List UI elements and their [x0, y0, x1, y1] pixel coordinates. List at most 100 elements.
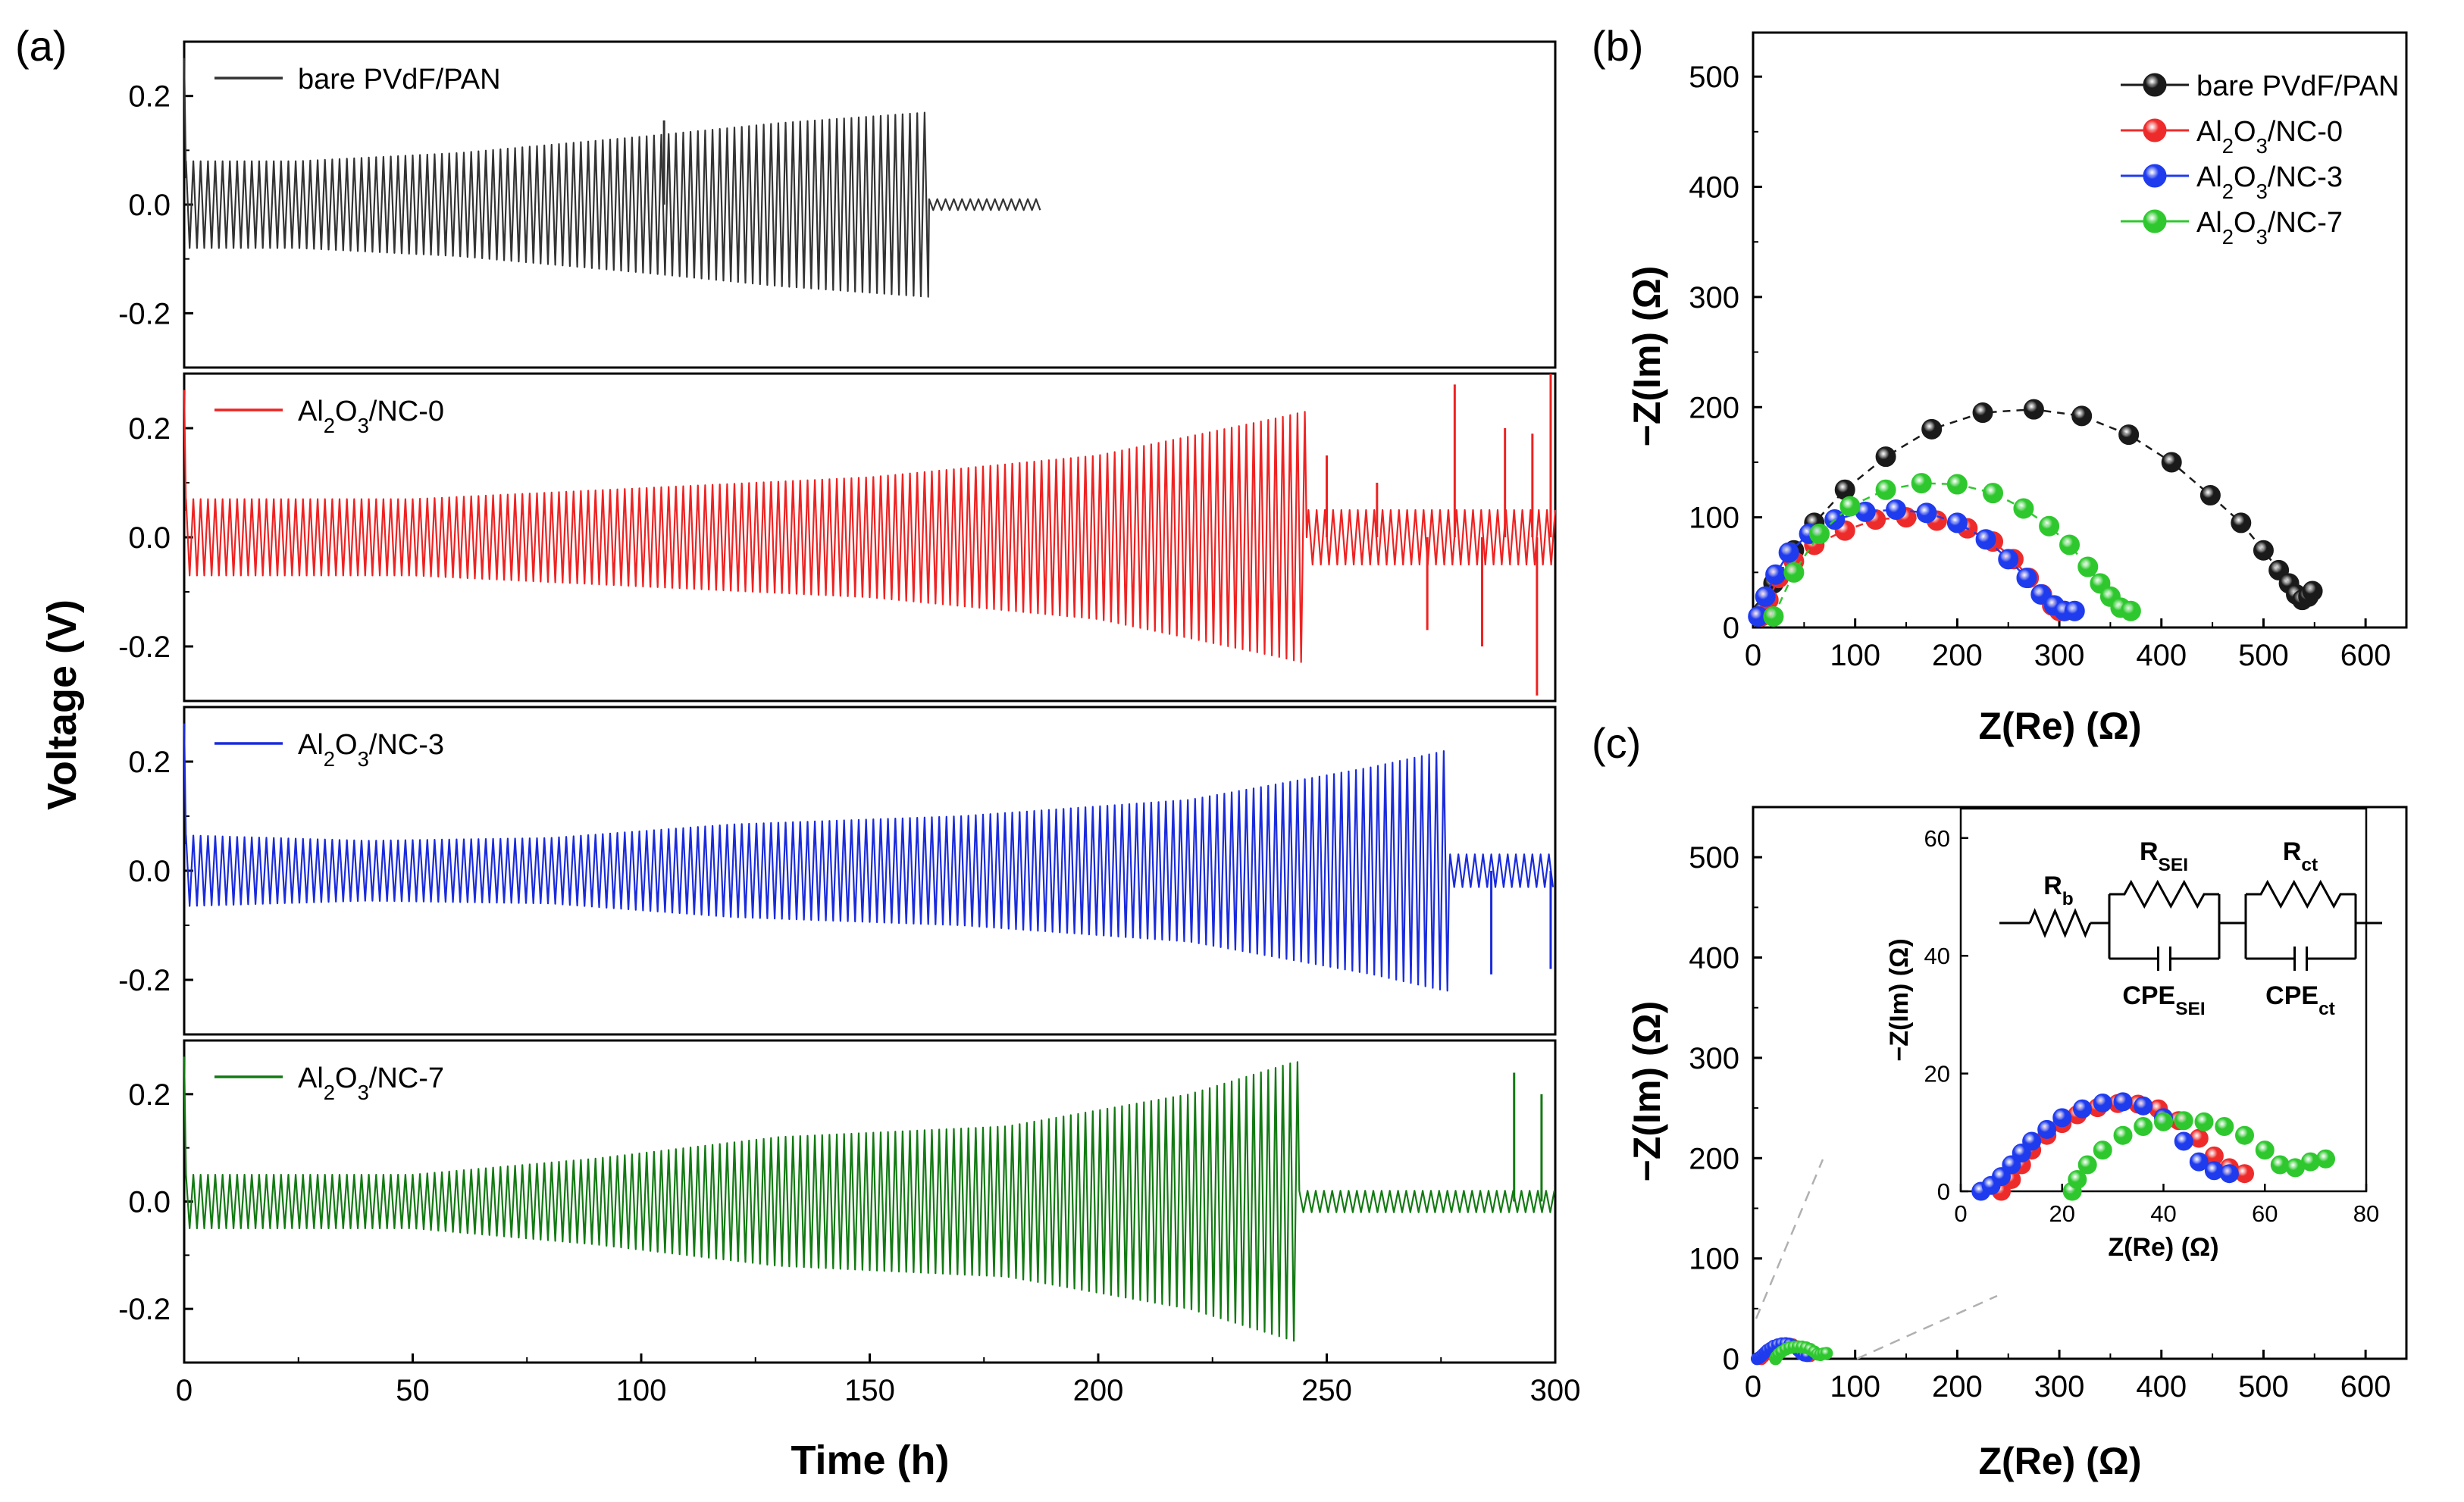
plot-frame [1752, 806, 2408, 1360]
data-point [1755, 586, 1776, 607]
data-point [2059, 534, 2080, 555]
y-tick-label: 0.0 [128, 855, 171, 888]
inset-data-point [2189, 1152, 2209, 1172]
x-tick-label: 300 [1530, 1374, 1581, 1407]
data-point [2231, 512, 2252, 534]
legend-label-sub: 2 [324, 747, 335, 771]
wire [2108, 894, 2221, 959]
inset-data-point [2154, 1112, 2173, 1131]
series-3 [1769, 1340, 1833, 1366]
legend-label-part: /NC-7 [369, 1062, 444, 1094]
inset-y-tick-label: 60 [1924, 825, 1950, 852]
panel-b-legend: bare PVdF/PANAl2O3/NC-0Al2O3/NC-3Al2O3/N… [2121, 70, 2400, 249]
inset-data-point [2255, 1141, 2275, 1160]
circuit-label-rb-part: R [2043, 871, 2062, 900]
circuit-label-rb-sub: b [2062, 889, 2074, 909]
y-tick-label: 0.2 [128, 80, 171, 114]
plot-frame [1752, 31, 2408, 629]
data-point [1911, 473, 1932, 494]
legend-label-sub: 3 [2256, 134, 2268, 158]
inset-series-2 [1971, 1092, 2239, 1201]
x-tick-label: 50 [396, 1374, 430, 1407]
legend-label-sub: 2 [324, 414, 335, 437]
panel-a-x-axis-title: Time (h) [791, 1438, 949, 1483]
legend-label-part: O [2234, 161, 2256, 193]
legend-label: Al2O3/NC-7 [298, 1062, 444, 1104]
legend-label-part: Al [298, 729, 324, 761]
data-point [1975, 529, 1996, 550]
panel-a-y-axis-title: Voltage (V) [39, 599, 85, 810]
inset-data-point [2052, 1108, 2072, 1128]
data-point [1875, 479, 1896, 500]
y-tick-label: -0.2 [118, 1293, 171, 1326]
data-point [1972, 402, 1993, 424]
legend-label-part: Al [298, 396, 324, 427]
legend-label-part: Al [2196, 207, 2222, 239]
legend-swatch-marker [2143, 118, 2167, 142]
panel-b: (b) 0 100 200 300 400 500 6000100200300400500 … [1592, 22, 2408, 747]
y-tick-label: 200 [1689, 391, 1739, 424]
inset-data-point [2093, 1093, 2112, 1112]
legend-label-part: /NC-7 [2268, 207, 2343, 239]
legend-label-part: bare PVdF/PAN [298, 64, 501, 95]
data-point [1875, 446, 1896, 468]
data-point [1921, 418, 1943, 440]
inset-data-point [2235, 1125, 2254, 1145]
subplot-3: -0.2 0.0 0.2 Al2O3/NC-3 [118, 706, 1557, 1036]
resistor-rsei [2109, 879, 2219, 909]
legend-label-part: O [335, 729, 358, 761]
panel-b-plot: 0 100 200 300 400 500 600 0 100 200 300 400 500 [1689, 31, 2408, 672]
legend-swatch-marker [2143, 209, 2167, 233]
panel-a-x-axis: 0 50 100 150 200 250 300 [176, 1353, 1581, 1407]
inset-data-point [2022, 1131, 2042, 1151]
x-tick-label: 100 [1830, 1370, 1880, 1403]
legend-swatch-marker [2143, 164, 2167, 188]
inset-x-axis-title: Z(Re) (Ω) [2108, 1233, 2218, 1262]
x-tick-label: 0 [1745, 639, 1761, 672]
circuit-label-rb: Rb [2043, 871, 2074, 909]
x-tick-label: 0 [1745, 1370, 1761, 1403]
panel-c-y-axis-title: −Z(Im) (Ω) [1626, 1001, 1668, 1182]
x-tick-label: 600 [2340, 1370, 2391, 1403]
data-point [2120, 600, 2141, 621]
data-point [2039, 515, 2060, 537]
legend-label-part: O [335, 1062, 358, 1094]
panel-c: (c) 0 100 200 300 400 500 6000100200300400500 … [1592, 719, 2408, 1482]
inset-data-point [2068, 1169, 2087, 1189]
capacitor-cpe-ct [2293, 947, 2308, 971]
inset-data-point [2134, 1117, 2153, 1137]
legend-label-part: O [2234, 207, 2256, 239]
data-point [2161, 452, 2182, 473]
panel-b-x-axis-title: Z(Re) (Ω) [1978, 705, 2141, 747]
y-tick-label: 0 [1723, 1343, 1739, 1376]
y-tick-label: 0.0 [128, 1186, 171, 1219]
x-tick-label: 100 [616, 1374, 667, 1407]
y-tick-label: 500 [1689, 841, 1739, 875]
y-tick-label: 100 [1689, 1243, 1739, 1276]
inset-data-point [2073, 1099, 2092, 1119]
y-tick-label: 0.0 [128, 521, 171, 555]
inset-data-point [2215, 1117, 2234, 1137]
inset-x-tick-label: 40 [2150, 1200, 2176, 1227]
legend-label-part: /NC-0 [369, 396, 444, 427]
voltage-trace [183, 723, 1554, 992]
circuit-label-rct: Rct [2283, 837, 2318, 875]
y-tick-label: 400 [1689, 942, 1739, 975]
legend-label-sub: 2 [2222, 225, 2234, 249]
x-tick-label: 400 [2136, 1370, 2187, 1403]
circuit-label-rsei-part: R [2140, 837, 2159, 866]
voltage-trace [183, 390, 1557, 663]
subplot-1: -0.2 0.0 0.2 bare PVdF/PAN [118, 40, 1557, 369]
circuit-label-cpe-ct: CPEct [2265, 981, 2335, 1019]
circuit-label-cpe-ct-sub: ct [2318, 999, 2335, 1019]
legend-label: Al2O3/NC-7 [2196, 207, 2343, 249]
x-tick-label: 500 [2238, 639, 2289, 672]
legend-label-part: /NC-3 [2268, 161, 2343, 193]
inset-data-point [2113, 1125, 2133, 1145]
data-point [1983, 483, 2004, 504]
